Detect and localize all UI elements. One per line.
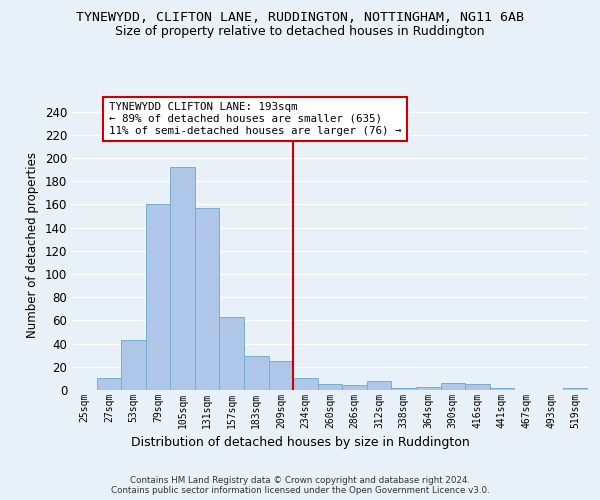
Text: Distribution of detached houses by size in Ruddington: Distribution of detached houses by size … xyxy=(131,436,469,449)
Bar xyxy=(367,380,391,390)
Text: Size of property relative to detached houses in Ruddington: Size of property relative to detached ho… xyxy=(115,25,485,38)
Bar xyxy=(170,168,195,390)
Bar xyxy=(195,208,220,390)
Bar xyxy=(269,361,293,390)
Bar xyxy=(440,383,465,390)
Bar xyxy=(220,317,244,390)
Bar xyxy=(97,378,121,390)
Text: TYNEWYDD CLIFTON LANE: 193sqm
← 89% of detached houses are smaller (635)
11% of : TYNEWYDD CLIFTON LANE: 193sqm ← 89% of d… xyxy=(109,102,401,136)
Y-axis label: Number of detached properties: Number of detached properties xyxy=(26,152,39,338)
Bar xyxy=(146,204,170,390)
Bar xyxy=(563,388,588,390)
Bar xyxy=(342,386,367,390)
Bar xyxy=(416,386,440,390)
Text: TYNEWYDD, CLIFTON LANE, RUDDINGTON, NOTTINGHAM, NG11 6AB: TYNEWYDD, CLIFTON LANE, RUDDINGTON, NOTT… xyxy=(76,11,524,24)
Bar xyxy=(293,378,318,390)
Bar xyxy=(318,384,342,390)
Text: Contains HM Land Registry data © Crown copyright and database right 2024.
Contai: Contains HM Land Registry data © Crown c… xyxy=(110,476,490,495)
Bar xyxy=(244,356,269,390)
Bar xyxy=(391,388,416,390)
Bar xyxy=(465,384,490,390)
Bar xyxy=(490,388,514,390)
Bar xyxy=(121,340,146,390)
